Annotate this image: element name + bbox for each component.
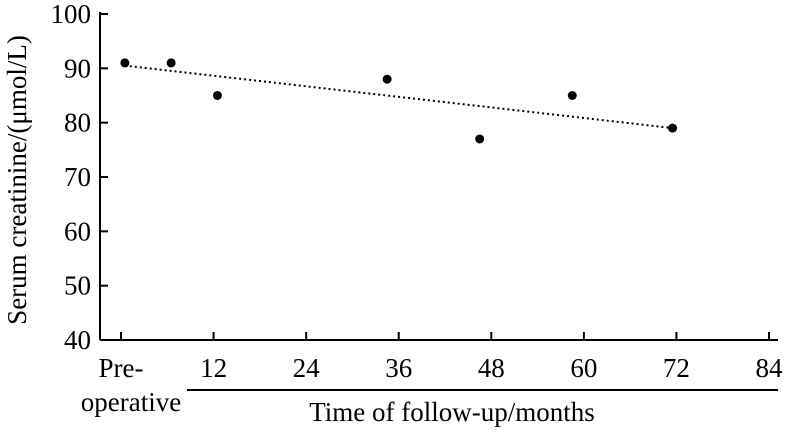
data-point <box>120 58 130 68</box>
x-tick-label: operative <box>81 387 181 417</box>
axis-labels: Time of follow-up/months Serum creatinin… <box>2 35 595 427</box>
x-tick-label: 36 <box>385 353 412 383</box>
x-tick-label: Pre- <box>99 353 144 383</box>
x-tick-label: 12 <box>200 353 227 383</box>
x-tick-label: 84 <box>756 353 784 383</box>
y-tick-label: 70 <box>64 162 91 192</box>
x-tick-label: 60 <box>570 353 597 383</box>
x-axis-title: Time of follow-up/months <box>309 397 595 427</box>
data-point <box>668 123 678 133</box>
trendline <box>124 64 673 130</box>
y-tick-label: 90 <box>64 53 91 83</box>
trendline-layer <box>124 64 673 130</box>
y-tick-label: 40 <box>64 325 91 355</box>
data-point <box>567 91 577 100</box>
y-tick-label: 60 <box>64 216 91 246</box>
x-tick-label: 24 <box>293 353 321 383</box>
x-tick-label: 48 <box>478 353 505 383</box>
data-point <box>382 74 392 84</box>
points-layer <box>120 58 678 144</box>
data-point <box>475 134 485 144</box>
x-tick-label: 72 <box>663 353 690 383</box>
axes: 40 50 60 70 80 90 100 Pre-operative 12 24 36 48 60 72… <box>51 0 784 417</box>
y-axis-title: Serum creatinine/(μmol/L) <box>2 35 32 325</box>
y-tick-label: 50 <box>64 271 91 301</box>
data-point <box>166 58 176 68</box>
data-point <box>212 91 222 100</box>
y-tick-label: 80 <box>64 108 91 138</box>
y-tick-label: 100 <box>51 0 92 29</box>
